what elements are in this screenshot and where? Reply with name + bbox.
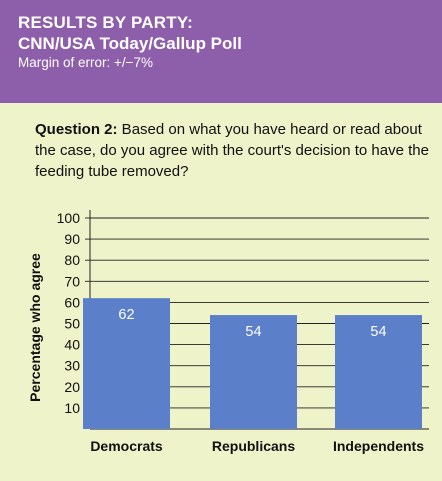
data-label: 62 (118, 307, 134, 323)
data-label: 54 (370, 324, 386, 340)
category-label: Independents (333, 438, 424, 454)
question-body: Based on what you have heard or read abo… (35, 121, 429, 180)
y-tick-label: 50 (64, 316, 80, 332)
data-label: 54 (245, 324, 261, 340)
y-tick-label: 40 (64, 337, 80, 353)
category-label: Republicans (212, 438, 295, 454)
y-tick-label: 30 (64, 358, 80, 374)
y-tick-label: 80 (64, 252, 80, 268)
y-tick-label: 60 (64, 294, 80, 310)
y-axis-label: Percentage who agree (27, 253, 43, 402)
bar (210, 315, 297, 429)
bar (335, 315, 422, 429)
margin-of-error: Margin of error: +/−7% (18, 55, 154, 70)
y-tick-label: 90 (64, 231, 80, 247)
bar (83, 298, 170, 429)
y-tick-label: 10 (64, 400, 80, 416)
panel-title: RESULTS BY PARTY: (18, 13, 193, 32)
question-label: Question 2: (35, 121, 118, 138)
category-label: Democrats (90, 438, 163, 454)
poll-name: CNN/USA Today/Gallup Poll (18, 34, 242, 53)
question-text: Question 2: Based on what you have heard… (35, 119, 430, 182)
y-tick-label: 70 (64, 273, 80, 289)
panel-header: RESULTS BY PARTY: CNN/USA Today/Gallup P… (0, 0, 442, 103)
y-tick-label: 20 (64, 379, 80, 395)
y-tick-label: 100 (57, 210, 81, 226)
